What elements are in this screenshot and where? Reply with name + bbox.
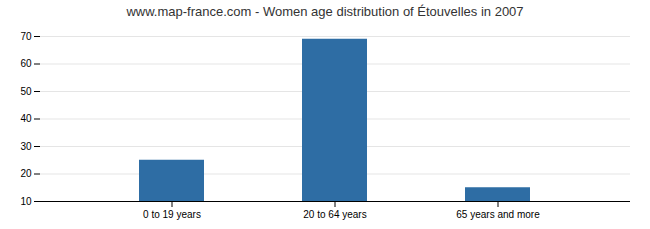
html-text:www.map-france.com - Women age: www.map-france.com - Women age distribut… (126, 4, 524, 19)
svg-text:70: 70 (20, 31, 32, 42)
svg-text:20: 20 (20, 168, 32, 179)
svg-text:0 to 19 years: 0 to 19 years (143, 209, 201, 220)
svg-text:20 to 64 years: 20 to 64 years (303, 209, 366, 220)
svg-text:30: 30 (20, 141, 32, 152)
svg-text:65 years and more: 65 years and more (456, 209, 540, 220)
svg-text:40: 40 (20, 113, 32, 124)
svg-text:10: 10 (20, 196, 32, 207)
svg-text:60: 60 (20, 58, 32, 69)
svg-text:50: 50 (20, 86, 32, 97)
